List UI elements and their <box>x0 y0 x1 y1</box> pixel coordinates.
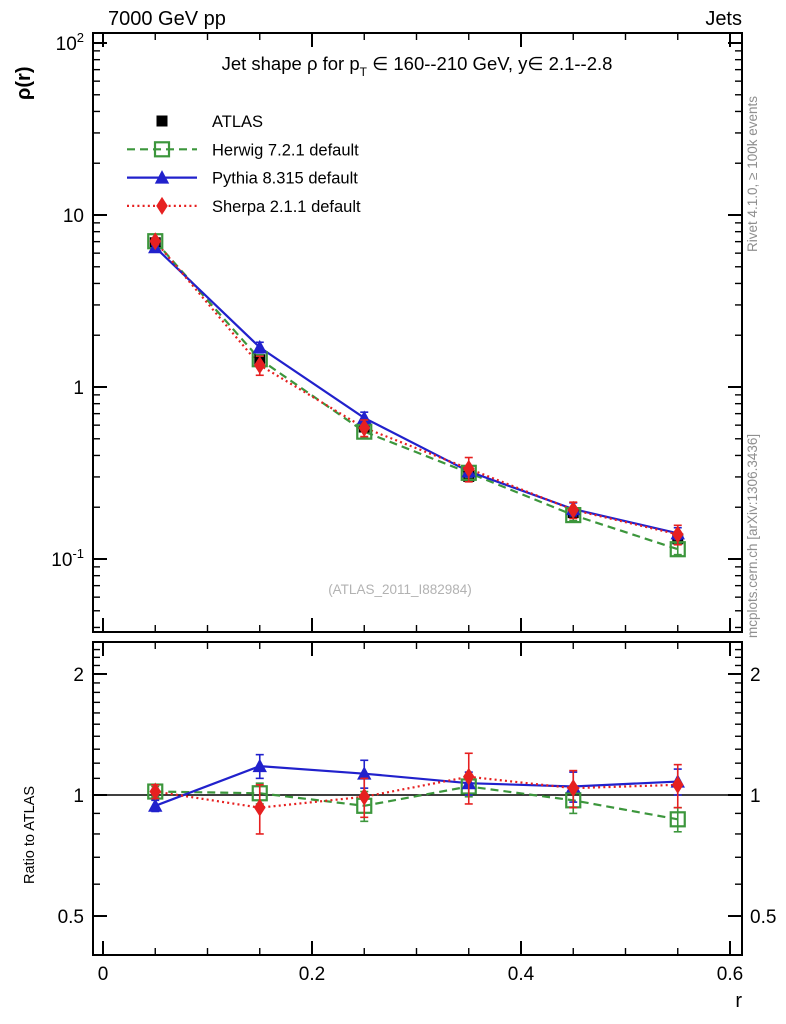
series-line-ratio <box>155 785 678 821</box>
legend-row-atlas: ATLAS <box>156 113 263 131</box>
axis-tick-labels: 0 0.2 0.4 0.6 102 10 1 10-1 2 2 1 1 0.5 0.5 <box>51 30 776 985</box>
series-points-atlas <box>149 237 684 545</box>
data-point-filled-triangle <box>252 339 267 354</box>
data-point-open-square <box>153 141 171 158</box>
legend-row-herwig: Herwig 7.2.1 default <box>127 141 359 159</box>
data-point-filled-diamond <box>156 196 168 215</box>
legend-label: Herwig 7.2.1 default <box>212 141 359 159</box>
data-point-filled-square <box>156 115 168 127</box>
data-point-filled-diamond <box>462 459 475 478</box>
ratio-y-tick-label-right: 2 <box>750 665 761 686</box>
series-line-ratio <box>154 764 678 807</box>
ratio-panel-frame <box>92 641 743 956</box>
legend-label: ATLAS <box>212 113 263 131</box>
panel-frames <box>92 32 743 956</box>
header-beam-label: 7000 GeV pp <box>108 8 226 30</box>
series-herwig <box>154 240 679 821</box>
x-tick-label: 0 <box>98 964 109 985</box>
main-y-tick-label: 10 <box>63 206 84 227</box>
series-line-main <box>154 246 678 535</box>
data-point-filled-triangle <box>154 170 170 184</box>
ratio-y-tick-label-left: 2 <box>73 665 84 686</box>
series-line-main <box>154 240 679 536</box>
main-y-tick-label: 1 <box>73 378 84 399</box>
x-tick-label: 0.2 <box>299 964 325 985</box>
data-point-filled-diamond <box>358 418 371 437</box>
data-point-filled-diamond <box>567 779 580 798</box>
legend: ATLAS Herwig 7.2.1 default Pythia 8.315 de… <box>127 113 361 216</box>
ratio-y-axis-title: Ratio to ATLAS <box>22 786 38 884</box>
legend-row-pythia: Pythia 8.315 default <box>127 170 358 188</box>
ratio-y-tick-label-right: 1 <box>750 786 761 807</box>
data-point-filled-diamond <box>253 356 266 375</box>
data-point-filled-diamond <box>253 798 266 817</box>
data-point-filled-diamond <box>671 775 684 794</box>
ratio-y-tick-label-left: 0.5 <box>58 907 84 928</box>
series-points-sherpa <box>149 232 684 835</box>
data-point-filled-diamond <box>149 782 162 801</box>
legend-row-sherpa: Sherpa 2.1.1 default <box>127 196 361 216</box>
legend-label: Pythia 8.315 default <box>212 170 358 188</box>
data-point-filled-diamond <box>567 500 580 519</box>
data-series <box>147 232 686 835</box>
data-point-filled-diamond <box>671 525 684 544</box>
axis-ticks <box>93 33 742 956</box>
series-line-main <box>154 240 679 551</box>
x-axis-title: r <box>735 990 742 1012</box>
header-analysis-label: Jets <box>705 8 742 30</box>
data-point-filled-triangle <box>148 798 163 812</box>
legend-label: Sherpa 2.1.1 default <box>212 198 361 216</box>
side-note-mcplots: mcplots.cern.ch [arXiv:1306.3436] <box>745 434 760 638</box>
x-tick-label: 0.4 <box>508 964 535 985</box>
ratio-y-tick-label-left: 1 <box>73 786 84 807</box>
ratio-y-tick-label-right: 0.5 <box>750 907 776 928</box>
data-point-filled-diamond <box>462 767 475 786</box>
series-sherpa <box>154 240 679 809</box>
main-y-tick-label: 102 <box>56 30 84 55</box>
data-point-filled-diamond <box>149 232 162 251</box>
main-y-tick-label: 10-1 <box>51 546 84 571</box>
panel-title: Jet shape ρ for pT ∈ 160--210 GeV, y∈ 2.… <box>222 53 613 79</box>
data-point-filled-triangle <box>357 766 372 780</box>
data-point-open-square <box>669 811 686 828</box>
main-y-axis-title: ρ(r) <box>13 67 35 100</box>
side-note-rivet: Rivet 4.1.0, ≥ 100k events <box>745 96 760 252</box>
x-tick-label: 0.6 <box>717 964 743 985</box>
analysis-watermark: (ATLAS_2011_I882984) <box>328 582 472 597</box>
data-point-filled-triangle <box>252 758 267 773</box>
main-panel-frame <box>92 32 743 633</box>
data-point-filled-diamond <box>358 787 371 806</box>
